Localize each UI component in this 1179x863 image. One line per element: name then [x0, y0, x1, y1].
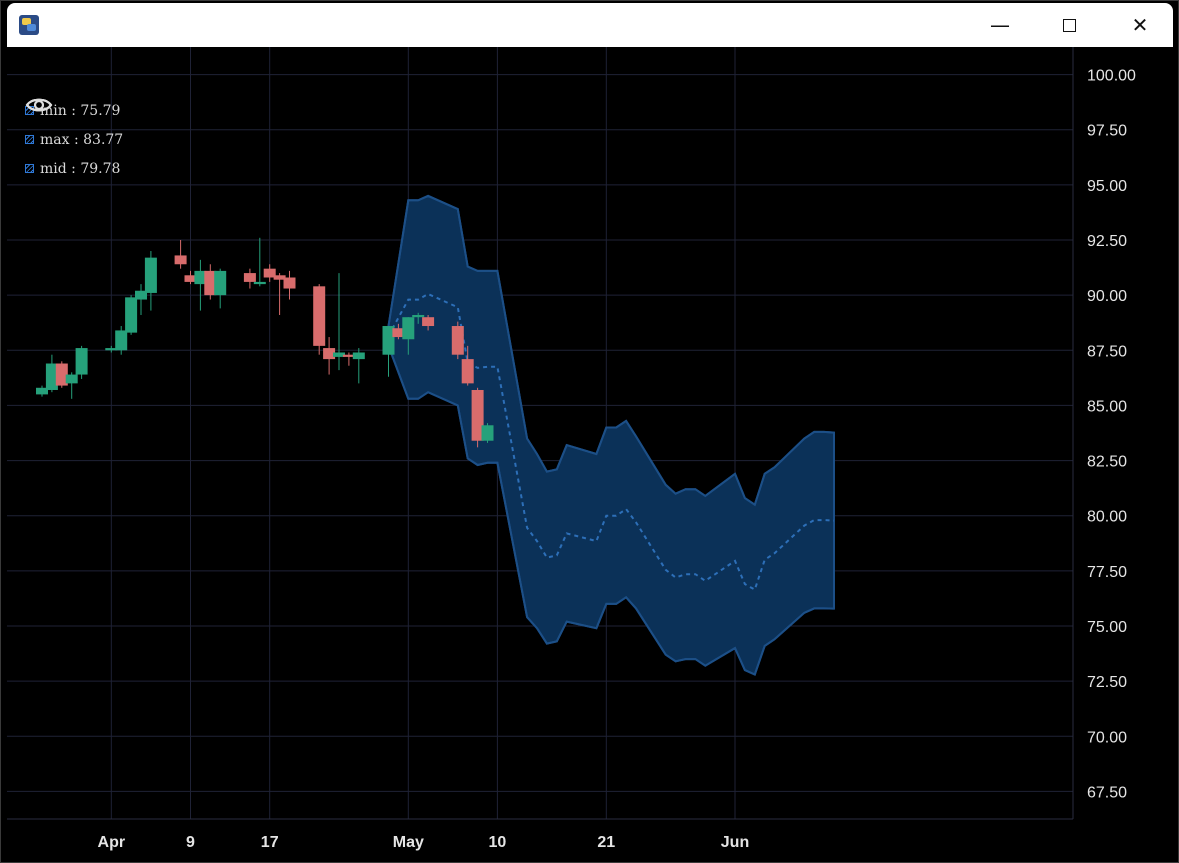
x-axis-tick-label: 21 — [597, 834, 615, 851]
candlestick-body[interactable] — [144, 257, 157, 293]
legend-label-min: min : 75.79 — [40, 102, 121, 119]
candlestick-body[interactable] — [263, 268, 276, 278]
legend: min : 75.79 max : 83.77 mid : 79.78 — [25, 96, 135, 183]
candlestick-body[interactable] — [323, 348, 336, 360]
candlestick-body[interactable] — [36, 387, 48, 395]
y-axis-tick-label: 75.00 — [1087, 619, 1127, 636]
legend-label-mid: mid : 79.78 — [40, 160, 121, 177]
y-axis-tick-label: 100.00 — [1087, 68, 1136, 85]
candlestick-body[interactable] — [105, 348, 118, 351]
chart-area[interactable]: 100.00 97.50 95.00 92.50 90.00 87.50 85.00 82.5… — [7, 47, 1173, 861]
close-button[interactable]: ✕ — [1131, 13, 1149, 37]
candlestick-body[interactable] — [184, 275, 197, 282]
minimize-button[interactable]: — — [990, 13, 1010, 37]
candlestick-body[interactable] — [194, 270, 207, 285]
y-axis-tick-label: 70.00 — [1087, 729, 1127, 746]
candlestick-band-chart[interactable]: 100.00 97.50 95.00 92.50 90.00 87.50 85.00 82.5… — [7, 47, 1173, 861]
legend-item-mid: mid : 79.78 — [25, 98, 135, 183]
candlestick-body[interactable] — [75, 348, 88, 375]
y-axis-tick-label: 67.50 — [1087, 784, 1127, 801]
x-axis-tick-label: Jun — [721, 834, 749, 851]
candlestick-body[interactable] — [422, 317, 435, 327]
candlestick-body[interactable] — [253, 281, 266, 285]
eye-icon[interactable] — [25, 96, 53, 114]
candlestick-body[interactable] — [135, 290, 147, 300]
candlestick-body[interactable] — [45, 363, 58, 390]
maximize-icon — [1062, 18, 1076, 32]
candlestick-body[interactable] — [55, 363, 68, 386]
candlestick-body[interactable] — [412, 314, 425, 318]
legend-item-max: max : 83.77 — [25, 98, 135, 154]
legend-label-max: max : 83.77 — [40, 131, 124, 148]
y-axis-tick-label: 72.50 — [1087, 674, 1127, 691]
candlestick-body[interactable] — [352, 352, 365, 360]
max-series-line[interactable] — [387, 194, 835, 507]
min-series-line[interactable] — [387, 345, 835, 676]
candlestick-body[interactable] — [451, 326, 464, 355]
hatched-swatch-icon — [25, 135, 34, 144]
candlestick-body[interactable] — [115, 330, 128, 351]
y-axis-tick-label: 97.50 — [1087, 123, 1127, 140]
y-axis-tick-label: 77.50 — [1087, 564, 1127, 581]
candlestick-body[interactable] — [382, 326, 395, 355]
candlestick-body[interactable] — [214, 270, 227, 296]
y-axis-tick-label: 90.00 — [1087, 288, 1127, 305]
x-axis-tick-label: 10 — [489, 834, 507, 851]
maximize-button[interactable] — [1052, 11, 1086, 39]
candlestick-body[interactable] — [283, 277, 296, 289]
x-axis-tick-label: 9 — [186, 834, 195, 851]
y-axis-tick-label: 87.50 — [1087, 343, 1127, 360]
candlestick-body[interactable] — [313, 286, 326, 346]
candlestick-body[interactable] — [461, 359, 474, 384]
candlestick-body[interactable] — [273, 275, 286, 280]
x-axis-tick-label: Apr — [98, 834, 126, 851]
candlestick-body[interactable] — [471, 389, 484, 441]
candlestick-body[interactable] — [243, 273, 256, 282]
y-axis-tick-label: 85.00 — [1087, 398, 1127, 415]
candlestick-body[interactable] — [342, 354, 355, 357]
candlestick-body[interactable] — [333, 352, 345, 357]
candlestick-body[interactable] — [125, 297, 138, 333]
title-bar: — ✕ — [7, 3, 1173, 47]
candlestick-body[interactable] — [65, 374, 78, 384]
candlestick-body[interactable] — [204, 270, 217, 296]
python-app-icon — [19, 15, 39, 35]
x-axis-tick-label: May — [393, 834, 424, 851]
candlestick-body[interactable] — [174, 255, 187, 265]
y-axis-tick-label: 80.00 — [1087, 509, 1127, 526]
candlestick-body[interactable] — [392, 328, 405, 338]
x-axis-tick-label: 17 — [261, 834, 279, 851]
candlestick-body[interactable] — [402, 317, 415, 340]
y-axis-tick-label: 95.00 — [1087, 178, 1127, 195]
y-axis-tick-label: 82.50 — [1087, 454, 1127, 471]
y-axis-tick-label: 92.50 — [1087, 233, 1127, 250]
hatched-swatch-icon — [25, 164, 34, 173]
candlestick-body[interactable] — [481, 425, 494, 441]
